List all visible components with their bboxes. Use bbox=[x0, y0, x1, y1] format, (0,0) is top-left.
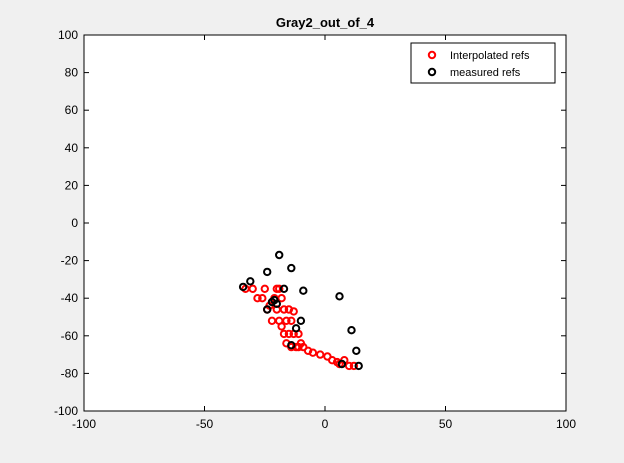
point-interpolated-1 bbox=[248, 284, 257, 293]
point-interpolated-17 bbox=[287, 316, 296, 325]
data-points bbox=[238, 250, 363, 371]
point-interpolated-36 bbox=[275, 284, 284, 293]
y-tick-label: 80 bbox=[65, 66, 79, 80]
chart-title: Gray2_out_of_4 bbox=[276, 15, 375, 30]
y-tick-label: -40 bbox=[61, 291, 79, 305]
point-measured-5 bbox=[275, 250, 284, 260]
point-interpolated-37 bbox=[289, 307, 298, 316]
y-tick-label: -80 bbox=[61, 366, 79, 380]
point-measured-2 bbox=[263, 267, 272, 277]
x-tick-label: 100 bbox=[556, 417, 576, 431]
y-tick-label: 100 bbox=[58, 28, 78, 42]
point-interpolated-13 bbox=[279, 329, 289, 339]
point-measured-12 bbox=[335, 292, 344, 301]
y-tick-label: -60 bbox=[61, 329, 79, 343]
legend-label-interpolated: Interpolated refs bbox=[450, 50, 530, 62]
point-measured-17 bbox=[267, 297, 277, 307]
x-tick-label: -50 bbox=[196, 417, 214, 431]
y-tick-label: 0 bbox=[71, 216, 78, 230]
point-measured-9 bbox=[287, 341, 296, 350]
point-interpolated-33 bbox=[344, 361, 354, 371]
point-measured-18 bbox=[263, 305, 272, 314]
point-interpolated-3 bbox=[258, 294, 267, 303]
y-tick-label: 40 bbox=[65, 141, 79, 155]
y-tick-label: -100 bbox=[54, 404, 78, 418]
point-interpolated-4 bbox=[260, 284, 269, 293]
point-interpolated-11 bbox=[277, 294, 286, 303]
y-tick-label: -20 bbox=[61, 254, 79, 268]
x-tick-label: 50 bbox=[439, 417, 453, 431]
point-measured-6 bbox=[279, 284, 289, 293]
point-measured-7 bbox=[287, 263, 296, 273]
point-measured-13 bbox=[347, 326, 356, 335]
point-interpolated-14 bbox=[282, 316, 291, 325]
axis-ticks: -100 -50 0 50 100 -100 -80 -60 -40 -20 0 20 40 60 80 10… bbox=[54, 28, 576, 431]
plot-area bbox=[84, 35, 566, 411]
point-interpolated-16 bbox=[284, 329, 294, 339]
x-tick-label: 0 bbox=[322, 417, 329, 431]
y-tick-label: 60 bbox=[65, 103, 79, 117]
y-tick-label: 20 bbox=[65, 178, 79, 192]
point-interpolated-2 bbox=[253, 294, 262, 303]
point-interpolated-34 bbox=[349, 361, 359, 371]
legend-entry-interpolated: Interpolated refs bbox=[427, 50, 530, 62]
legend-entry-measured: measured refs bbox=[427, 67, 521, 79]
point-measured-16 bbox=[337, 359, 347, 369]
point-measured-11 bbox=[296, 316, 306, 325]
point-interpolated-12 bbox=[279, 305, 289, 314]
legend: Interpolated refs measured refs bbox=[410, 42, 556, 84]
legend-marker-measured bbox=[427, 67, 437, 77]
point-measured-10 bbox=[299, 286, 308, 295]
legend-label-measured: measured refs bbox=[450, 67, 521, 79]
legend-box bbox=[410, 42, 556, 84]
point-measured-1 bbox=[246, 277, 255, 286]
legend-marker-interpolated bbox=[427, 50, 437, 60]
point-measured-15 bbox=[354, 361, 363, 371]
x-tick-label: -100 bbox=[72, 417, 96, 431]
point-measured-0 bbox=[238, 282, 248, 292]
point-interpolated-39 bbox=[277, 322, 286, 331]
point-interpolated-27 bbox=[316, 350, 325, 359]
point-interpolated-26 bbox=[308, 348, 318, 357]
point-measured-14 bbox=[352, 346, 361, 355]
point-measured-8 bbox=[291, 324, 301, 333]
